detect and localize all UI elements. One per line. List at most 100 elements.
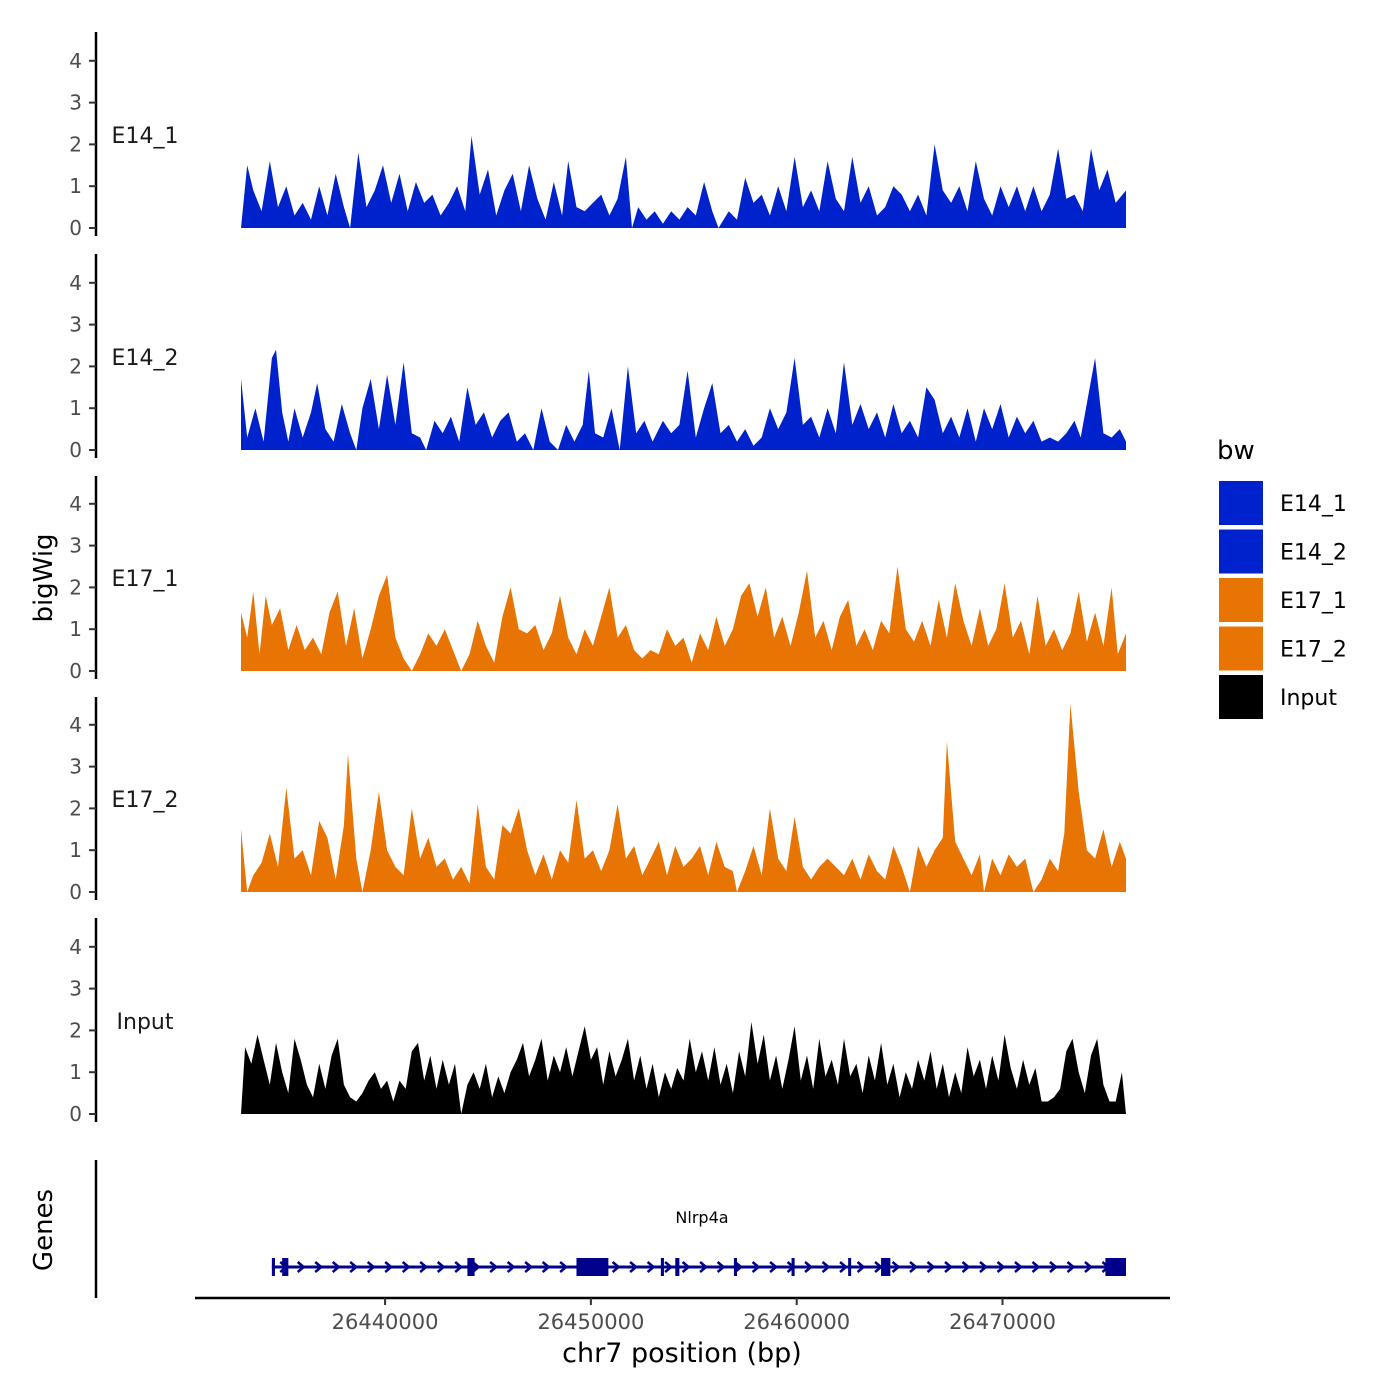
strand-arrow xyxy=(506,1261,516,1273)
y-tick-label: 0 xyxy=(69,1102,82,1126)
y-tick-label: 2 xyxy=(69,354,82,378)
y-axis-title: bigWig xyxy=(29,533,59,622)
strand-arrow xyxy=(1066,1261,1076,1273)
legend-item-E14_2: E14_2 xyxy=(1219,529,1347,574)
signal-area-E14_2 xyxy=(241,349,1126,450)
strand-arrow xyxy=(944,1261,953,1273)
signal-area-E17_1 xyxy=(241,566,1126,671)
legend-items: E14_1 E14_2 E17_1 E17_2 Input xyxy=(1219,481,1347,719)
strand-arrow xyxy=(874,1261,883,1273)
strand-arrow xyxy=(489,1261,499,1273)
y-tick-label: 1 xyxy=(69,617,82,641)
y-tick-label: 4 xyxy=(69,49,82,73)
strand-arrow xyxy=(646,1261,656,1273)
strand-arrow xyxy=(559,1261,569,1273)
strand-arrow xyxy=(996,1261,1006,1273)
x-tick-label: 26450000 xyxy=(537,1310,644,1334)
legend: bw E14_1 E14_2 E17_1 E17_2 Input xyxy=(1217,436,1347,719)
panel-E17_1: 0 1 2 3 4 E17_1 xyxy=(69,476,1126,683)
panel-E17_2: 0 1 2 3 4 E17_2 xyxy=(69,697,1126,904)
gene-name-label: Nlrp4a xyxy=(675,1208,728,1227)
exon xyxy=(848,1258,852,1276)
legend-item-E14_1: E14_1 xyxy=(1219,481,1347,525)
strand-arrow xyxy=(699,1261,709,1273)
panel-E14_1: 0 1 2 3 4 E14_1 xyxy=(69,32,1126,240)
exon xyxy=(271,1258,275,1276)
y-tick-label: 3 xyxy=(69,977,82,1001)
strand-arrow xyxy=(384,1261,394,1273)
y-tick-label: 1 xyxy=(69,396,82,420)
y-tick-label: 0 xyxy=(69,216,82,240)
strand-arrow xyxy=(751,1261,761,1273)
y-tick-label: 2 xyxy=(69,132,82,156)
legend-label: E14_2 xyxy=(1280,541,1347,566)
strand-arrow xyxy=(454,1261,464,1273)
strand-arrow xyxy=(349,1261,359,1273)
signal-panels: 0 1 2 3 4 E14_1 0 1 2 3 4 E14_2 0 1 2 3 4 E17_1 0 1 2 3 4 E17_2… xyxy=(69,32,1126,1126)
strand-arrow xyxy=(436,1261,446,1273)
strand-arrow xyxy=(979,1261,988,1273)
y-tick-label: 1 xyxy=(69,1060,82,1084)
strand-arrow xyxy=(1084,1261,1093,1273)
strand-arrow xyxy=(716,1261,726,1273)
signal-area-E14_1 xyxy=(241,136,1126,228)
x-axis: 26440000 26450000 26460000 26470000 xyxy=(195,1296,1170,1334)
strand-arrow xyxy=(769,1261,779,1273)
y-tick-label: 0 xyxy=(69,438,82,462)
y-tick-label: 0 xyxy=(69,659,82,683)
exon xyxy=(1105,1258,1126,1276)
exon xyxy=(791,1258,795,1276)
y-tick-label: 3 xyxy=(69,534,82,558)
strand-arrow xyxy=(314,1261,324,1273)
legend-swatch xyxy=(1219,481,1263,525)
y-tick-label: 2 xyxy=(69,575,82,599)
track-label-E17_2: E17_2 xyxy=(112,788,179,813)
exon xyxy=(733,1258,738,1276)
strand-arrow xyxy=(891,1261,901,1273)
strand-arrow xyxy=(419,1261,429,1273)
genes-track-title: Genes xyxy=(29,1189,59,1271)
strand-arrow xyxy=(856,1261,866,1273)
x-axis-title: chr7 position (bp) xyxy=(562,1338,802,1369)
y-tick-label: 2 xyxy=(69,796,82,820)
signal-area-E17_2 xyxy=(241,703,1126,892)
legend-swatch xyxy=(1219,529,1263,574)
x-tick-label: 26460000 xyxy=(743,1310,850,1334)
strand-arrow xyxy=(821,1261,831,1273)
strand-arrow xyxy=(926,1261,936,1273)
strand-arrow xyxy=(681,1261,691,1273)
strand-arrow xyxy=(524,1261,534,1273)
gene-model-Nlrp4a xyxy=(271,1258,1126,1276)
exon xyxy=(675,1258,680,1276)
y-tick-label: 4 xyxy=(69,492,82,516)
strand-arrow xyxy=(366,1261,376,1273)
y-tick-label: 3 xyxy=(69,91,82,115)
legend-label: E17_2 xyxy=(1280,638,1347,663)
strand-arrow xyxy=(296,1261,306,1273)
strand-arrow xyxy=(664,1261,674,1273)
strand-arrow xyxy=(961,1261,971,1273)
y-tick-label: 4 xyxy=(69,271,82,295)
legend-swatch xyxy=(1219,578,1263,622)
track-label-E14_2: E14_2 xyxy=(112,346,179,371)
exon xyxy=(881,1258,891,1276)
legend-label: E17_1 xyxy=(1280,589,1347,614)
strand-arrow xyxy=(734,1261,744,1273)
strand-arrow xyxy=(471,1261,481,1273)
y-tick-label: 0 xyxy=(69,880,82,904)
x-tick-label: 26470000 xyxy=(949,1310,1056,1334)
strand-arrow xyxy=(611,1261,621,1273)
legend-label: E14_1 xyxy=(1280,492,1347,517)
legend-title: bw xyxy=(1217,436,1255,466)
exon xyxy=(467,1258,475,1276)
signal-area-Input xyxy=(241,1022,1126,1114)
strand-arrow xyxy=(1014,1261,1023,1273)
strand-arrow xyxy=(541,1261,551,1273)
strand-arrow xyxy=(401,1261,411,1273)
y-tick-label: 4 xyxy=(69,713,82,737)
panel-E14_2: 0 1 2 3 4 E14_2 xyxy=(69,254,1126,462)
legend-swatch xyxy=(1219,626,1263,671)
legend-item-E17_2: E17_2 xyxy=(1219,626,1347,671)
strand-arrow xyxy=(1031,1261,1041,1273)
